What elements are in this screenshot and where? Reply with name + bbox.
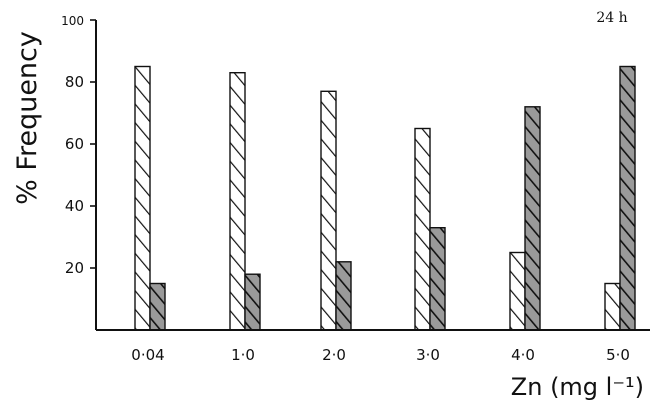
x-axis-label: Zn (mg l⁻¹) [511, 373, 644, 401]
y-axis-label: % Frequency [12, 31, 43, 205]
x-tick-label: 2·0 [322, 346, 346, 364]
bars-layer [134, 65, 636, 331]
bar-light-2 [229, 71, 246, 331]
bar-light-4 [414, 127, 431, 331]
bar-dark-2 [244, 273, 261, 331]
y-tick-label: 80 [65, 73, 84, 91]
bar-dark-5 [524, 106, 541, 331]
bar-light-3 [320, 90, 337, 331]
x-tick-label: 3·0 [416, 346, 440, 364]
y-tick-label: 100 [61, 14, 84, 28]
y-tick-label: 20 [65, 259, 84, 277]
bar-light-1 [134, 65, 151, 331]
y-ticks-layer: 20 40 60 80 100 [61, 14, 96, 277]
x-tick-label: 1·0 [231, 346, 255, 364]
x-tick-labels-layer: 0·04 1·0 2·0 3·0 4·0 5·0 [131, 346, 630, 364]
time-annotation: 24 h [596, 10, 627, 26]
bar-dark-4 [429, 226, 446, 331]
x-tick-label: 0·04 [131, 346, 164, 364]
bar-dark-3 [335, 261, 352, 331]
x-tick-label: 5·0 [606, 346, 630, 364]
x-tick-label: 4·0 [511, 346, 535, 364]
bar-light-6 [604, 282, 621, 331]
y-tick-label: 40 [65, 197, 84, 215]
bar-dark-6 [619, 65, 636, 331]
bar-dark-1 [149, 282, 166, 331]
y-tick-label: 60 [65, 135, 84, 153]
bar-light-5 [509, 251, 526, 331]
